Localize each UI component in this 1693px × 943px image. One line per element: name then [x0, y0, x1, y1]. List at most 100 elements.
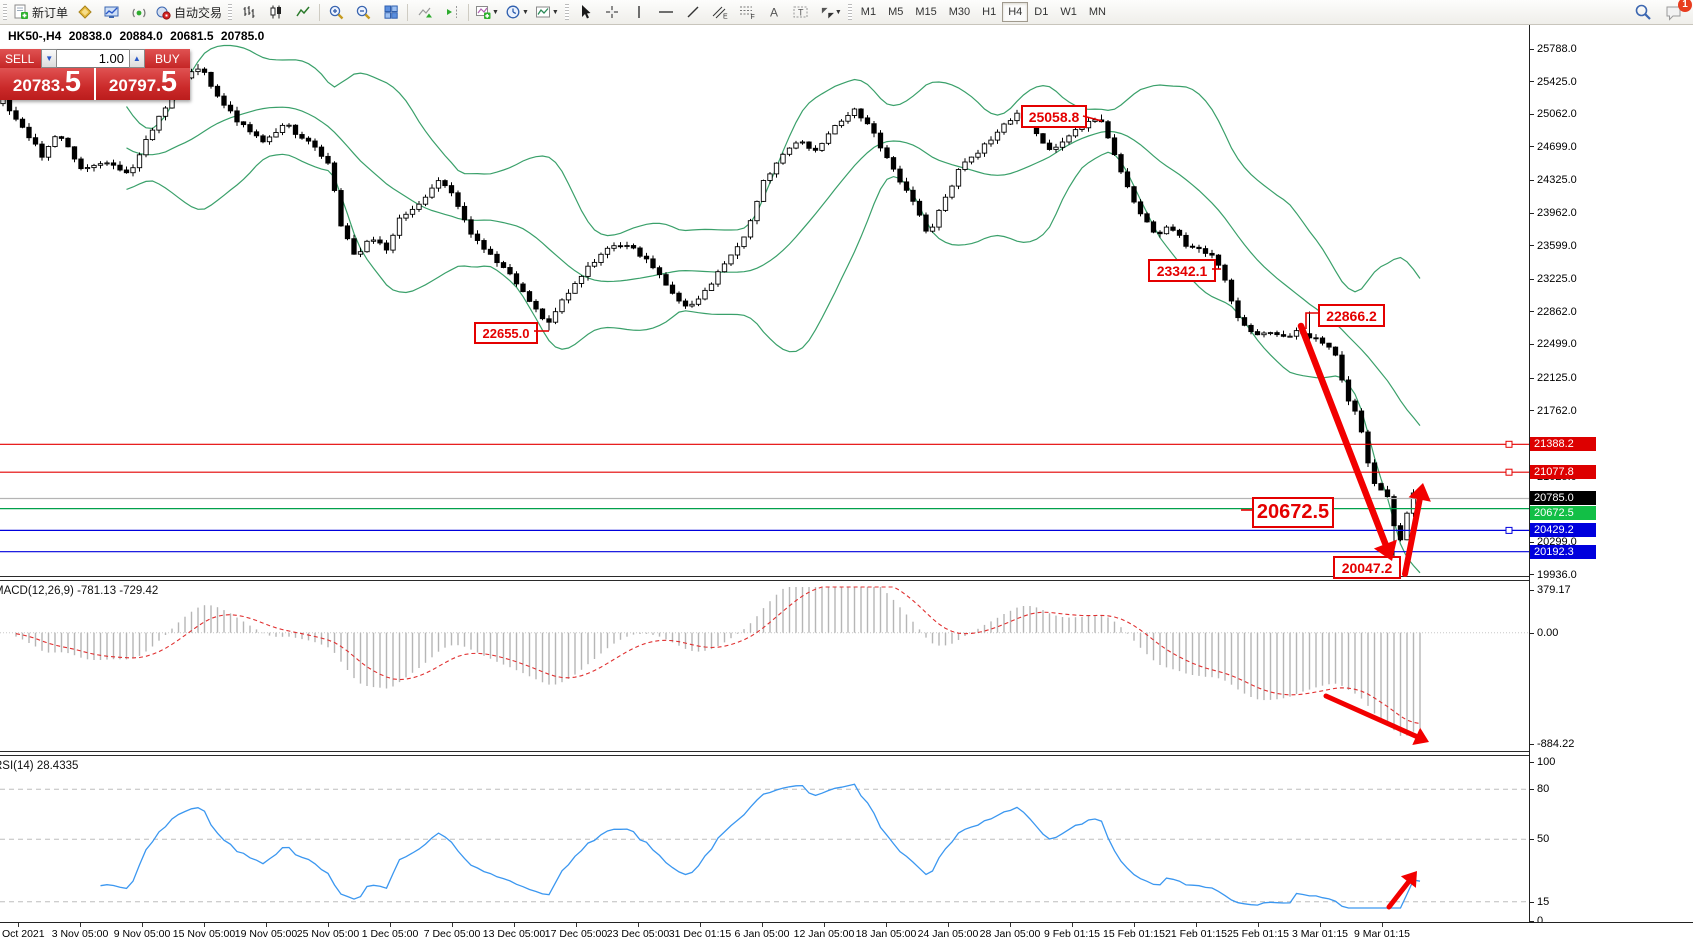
- price-axis[interactable]: 25788.0 25425.0 25062.0 24699.0 24325.0 23962…: [1529, 24, 1693, 927]
- candle: [351, 238, 357, 255]
- sell-price[interactable]: 20783. 5: [0, 68, 94, 100]
- timeframe-M5[interactable]: M5: [888, 6, 904, 18]
- autotrading-button[interactable]: 自动交易: [152, 1, 225, 23]
- toolbar-separator: [407, 3, 409, 21]
- sell-button[interactable]: SELL: [5, 51, 35, 66]
- candle: [1352, 400, 1358, 412]
- vertical-line-button[interactable]: [626, 1, 653, 23]
- rsi-indicator-window[interactable]: RSI(14) 28.4335: [0, 754, 1529, 922]
- candle: [546, 318, 552, 323]
- time-tick: [762, 923, 763, 927]
- candle: [916, 200, 923, 216]
- buy-button[interactable]: BUY: [155, 51, 180, 66]
- candlestick-chart-button[interactable]: [262, 1, 289, 23]
- chart-shift-button[interactable]: [438, 1, 465, 23]
- new-order-button[interactable]: 新订单: [10, 1, 71, 23]
- bar-chart-button[interactable]: [235, 1, 262, 23]
- periods-clock-icon: [506, 5, 520, 19]
- notifications-button[interactable]: 1: [1660, 0, 1692, 23]
- toolbar-grip[interactable]: [228, 4, 233, 20]
- candle: [429, 187, 435, 198]
- candle: [929, 226, 936, 232]
- price-annotation-22655.0[interactable]: 22655.0: [474, 322, 538, 344]
- candle: [1397, 525, 1404, 541]
- time-label: Oct 2021: [2, 928, 45, 940]
- toolbar-grip[interactable]: [847, 4, 852, 20]
- window-separator[interactable]: [0, 751, 1693, 756]
- candle: [747, 220, 754, 238]
- price-annotation-20047.2[interactable]: 20047.2: [1333, 556, 1401, 579]
- volume-input[interactable]: 1.00: [57, 49, 129, 68]
- trendline-button[interactable]: [680, 1, 707, 23]
- window-separator[interactable]: [0, 576, 1693, 581]
- price-annotation-25058.8[interactable]: 25058.8: [1021, 105, 1087, 128]
- horizontal-line-button[interactable]: [653, 1, 680, 23]
- price-tick-dash: [1530, 278, 1534, 280]
- price-annotation-23342.1[interactable]: 23342.1: [1148, 259, 1216, 282]
- volume-increase-button[interactable]: ▲: [129, 49, 145, 68]
- candle: [149, 129, 156, 141]
- timeframe-MN[interactable]: MN: [1088, 6, 1106, 18]
- zoom-in-button[interactable]: [323, 1, 350, 23]
- time-axis[interactable]: Oct 2021 3 Nov 05:00 9 Nov 05:00 15 Nov 05:…: [0, 922, 1693, 943]
- candle: [669, 284, 676, 294]
- periods-button[interactable]: ▼: [502, 1, 532, 23]
- cursor-button[interactable]: [572, 1, 599, 23]
- candle: [1105, 121, 1111, 139]
- candle: [1365, 431, 1371, 464]
- timeframe-M30[interactable]: M30: [948, 6, 971, 18]
- auto-scroll-button[interactable]: [411, 1, 438, 23]
- market-watch-button[interactable]: [98, 1, 125, 23]
- price-tick-label: 22125.0: [1537, 372, 1577, 385]
- price-annotation-20672.5[interactable]: 20672.5: [1252, 497, 1334, 528]
- price-tick-dash: [1530, 541, 1534, 543]
- candle: [494, 253, 500, 264]
- price-chart-window[interactable]: HK50-,H4 20838.0 20884.0 20681.5 20785.0…: [0, 24, 1529, 577]
- timeframe-H4[interactable]: H4: [1002, 2, 1029, 22]
- arrows-button[interactable]: ▼: [815, 1, 845, 23]
- price-annotation-22866.2[interactable]: 22866.2: [1318, 304, 1385, 327]
- candle: [910, 189, 916, 202]
- text-label-button[interactable]: T: [788, 1, 815, 23]
- text-button[interactable]: A: [761, 1, 788, 23]
- candle: [45, 146, 52, 158]
- candle: [136, 154, 143, 169]
- indicators-button[interactable]: ▼: [472, 1, 502, 23]
- macd-scale-label: 379.17: [1537, 584, 1571, 596]
- timeframe-H1[interactable]: H1: [982, 6, 997, 18]
- metaeditor-button[interactable]: [71, 1, 98, 23]
- toolbar-grip[interactable]: [3, 4, 7, 20]
- candle: [32, 137, 39, 145]
- crosshair-button[interactable]: [599, 1, 626, 23]
- timeframe-M15[interactable]: M15: [915, 6, 937, 18]
- timeframe-M1[interactable]: M1: [860, 6, 877, 18]
- line-chart-button[interactable]: [289, 1, 316, 23]
- periods-dropdown-caret: ▼: [521, 8, 529, 16]
- time-tick: [1010, 923, 1011, 927]
- candle: [1404, 512, 1410, 541]
- timeframe-W1[interactable]: W1: [1060, 6, 1077, 18]
- search-button[interactable]: [1629, 1, 1656, 23]
- signals-button[interactable]: [125, 1, 152, 23]
- candle: [6, 98, 13, 112]
- tile-windows-button[interactable]: [377, 1, 404, 23]
- toolbar-grip[interactable]: [564, 4, 569, 20]
- price-tick-label: 21762.0: [1537, 404, 1577, 417]
- candle: [416, 203, 422, 210]
- fibonacci-button[interactable]: F: [734, 1, 761, 23]
- equidistant-channel-button[interactable]: E: [707, 1, 734, 23]
- zoom-out-button[interactable]: [350, 1, 377, 23]
- svg-text:E: E: [723, 14, 728, 21]
- templates-button[interactable]: ▼: [532, 1, 562, 23]
- time-tick: [700, 923, 701, 927]
- volume-decrease-button[interactable]: ▼: [41, 49, 58, 68]
- open-value: 20838.0: [68, 29, 113, 43]
- macd-indicator-window[interactable]: MACD(12,26,9) -781.13 -729.42: [0, 579, 1529, 751]
- buy-price[interactable]: 20797. 5: [96, 68, 190, 100]
- candle: [1384, 489, 1391, 498]
- time-label: 13 Dec 05:00: [482, 928, 546, 940]
- timeframe-D1[interactable]: D1: [1034, 6, 1049, 18]
- time-label: 6 Jan 05:00: [734, 928, 790, 940]
- candle: [806, 141, 812, 149]
